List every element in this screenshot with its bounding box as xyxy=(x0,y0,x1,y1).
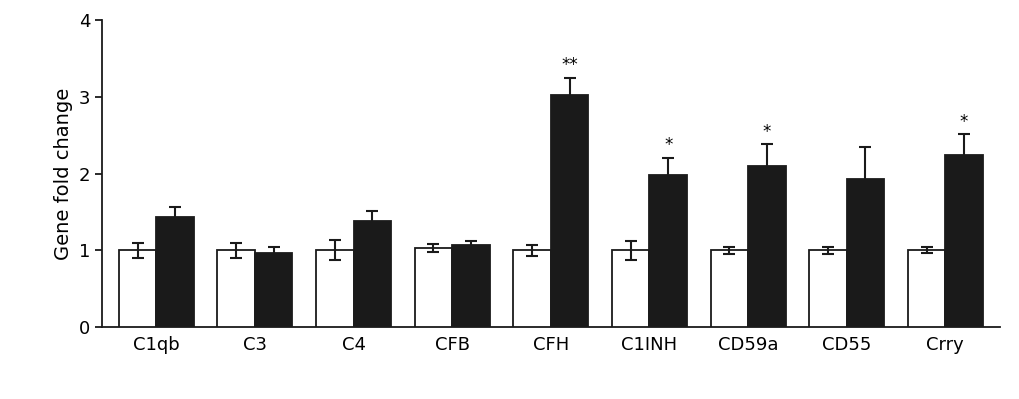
Bar xyxy=(118,251,156,327)
Text: *: * xyxy=(762,122,770,140)
Bar xyxy=(846,179,883,327)
Text: *: * xyxy=(959,113,967,130)
Text: *: * xyxy=(663,136,672,154)
Bar xyxy=(550,95,588,327)
Bar xyxy=(156,217,194,327)
Bar xyxy=(217,251,255,327)
Bar xyxy=(747,166,785,327)
Bar xyxy=(513,251,550,327)
Bar xyxy=(451,245,489,327)
Bar xyxy=(354,221,390,327)
Text: **: ** xyxy=(560,57,578,75)
Bar xyxy=(945,155,982,327)
Bar xyxy=(611,251,649,327)
Bar xyxy=(649,175,686,327)
Bar xyxy=(255,253,292,327)
Y-axis label: Gene fold change: Gene fold change xyxy=(54,87,73,260)
Bar xyxy=(415,248,451,327)
Bar xyxy=(316,251,354,327)
Bar xyxy=(710,251,747,327)
Bar xyxy=(907,251,945,327)
Bar xyxy=(808,251,846,327)
